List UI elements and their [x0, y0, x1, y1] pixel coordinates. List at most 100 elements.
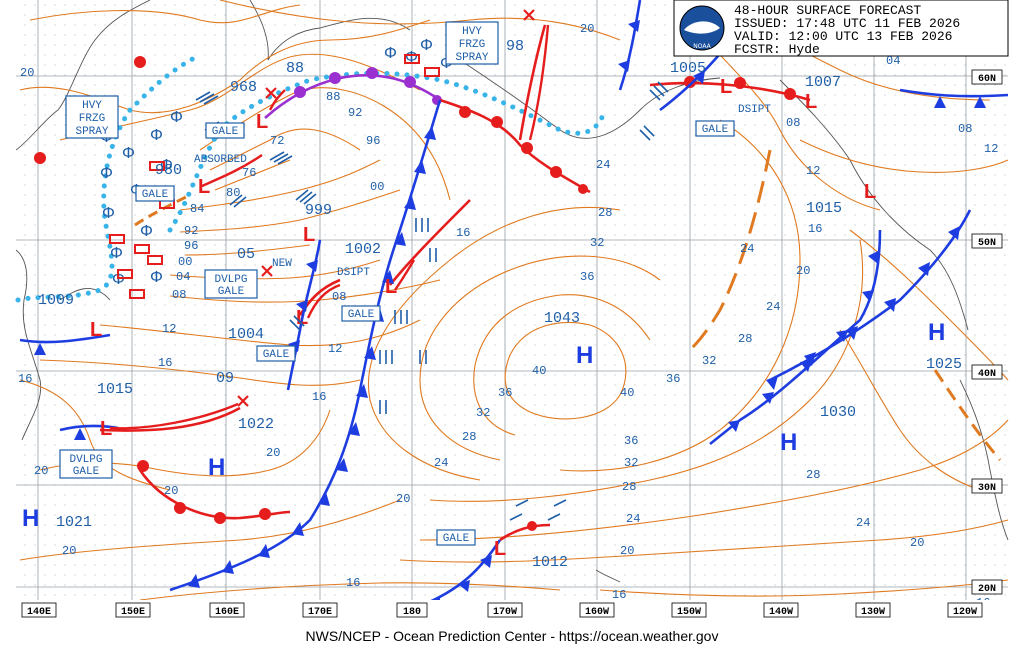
storm-tracks [109, 24, 550, 430]
dsipt-label-1: DSIPT [337, 267, 370, 279]
svg-text:1005: 1005 [670, 60, 706, 77]
freezing-spray-boundaries [15, 52, 608, 303]
svg-text:980: 980 [155, 162, 182, 179]
low-center-1005: L [720, 76, 732, 98]
svg-text:24: 24 [596, 158, 610, 172]
svg-text:16: 16 [346, 576, 360, 590]
svg-text:HVY: HVY [462, 26, 482, 38]
lon-label-120w: 120W [953, 607, 977, 618]
high-center-1022: H [208, 454, 225, 481]
svg-text:76: 76 [242, 166, 256, 180]
svg-text:04: 04 [886, 54, 900, 68]
svg-text:HVY: HVY [82, 100, 102, 112]
svg-text:84: 84 [190, 202, 204, 216]
ice-edge-markers [109, 54, 440, 299]
svg-text:09: 09 [216, 370, 234, 387]
svg-text:Ф: Ф [170, 108, 183, 126]
gale-box-6: GALE [695, 120, 735, 137]
low-center-980: L [198, 176, 210, 198]
svg-text:32: 32 [590, 236, 604, 250]
svg-text:32: 32 [624, 456, 638, 470]
svg-text:Ф: Ф [150, 268, 163, 286]
lat-label-50n: 50N [978, 238, 996, 249]
gale-box-4: GALE [256, 345, 296, 362]
forecast-title: 48-HOUR SURFACE FORECAST [734, 3, 921, 18]
warm-front-symbols [34, 56, 796, 531]
svg-text:1030: 1030 [820, 404, 856, 421]
latitude-axis: 60N 50N 40N 30N 20N [971, 69, 1003, 595]
gale-box-2: GALE [135, 185, 175, 202]
isobar-labels: 20 92 96 00 76 72 80 84 92 96 00 04 08 1… [18, 22, 998, 610]
svg-text:28: 28 [598, 206, 612, 220]
low-center-1004: L [296, 307, 308, 329]
svg-text:Ф: Ф [122, 144, 135, 162]
coastlines [15, 0, 1009, 583]
svg-text:16: 16 [158, 356, 172, 370]
forecast-low-x-marks [237, 9, 535, 407]
svg-text:12: 12 [162, 322, 176, 336]
svg-text:24: 24 [434, 456, 448, 470]
low-center-1012: L [494, 538, 506, 560]
low-center-1007: L [805, 91, 817, 113]
svg-text:28: 28 [462, 430, 476, 444]
svg-text:999: 999 [305, 202, 332, 219]
svg-text:16: 16 [312, 390, 326, 404]
svg-text:20: 20 [164, 484, 178, 498]
footer-credit: NWS/NCEP - Ocean Prediction Center - htt… [305, 628, 719, 644]
low-center-968: L [256, 111, 268, 133]
svg-text:968: 968 [230, 79, 257, 96]
svg-text:1015: 1015 [806, 200, 842, 217]
svg-text:DVLPG: DVLPG [214, 274, 247, 286]
gale-box-3: GALE [341, 305, 381, 322]
svg-text:12: 12 [806, 164, 820, 178]
noaa-logo-text: NOAA [693, 43, 711, 50]
lon-label-160e: 160E [215, 607, 239, 618]
low-center-1002: L [385, 276, 397, 298]
isobars [19, 0, 1009, 601]
lat-label-60n: 60N [978, 74, 996, 85]
svg-text:GALE: GALE [142, 189, 169, 201]
lon-label-170w: 170W [493, 607, 517, 618]
svg-text:20: 20 [20, 66, 34, 80]
trough-line [688, 149, 772, 352]
low-center-1015w: L [100, 418, 112, 440]
svg-text:24: 24 [856, 516, 870, 530]
svg-text:40: 40 [620, 386, 634, 400]
svg-text:16: 16 [18, 372, 32, 386]
svg-text:1002: 1002 [345, 241, 381, 258]
low-centers: L L L L L L L L L L L [90, 76, 876, 560]
svg-text:92: 92 [348, 106, 362, 120]
lon-label-170e: 170E [308, 607, 332, 618]
svg-text:00: 00 [370, 180, 384, 194]
svg-text:GALE: GALE [263, 349, 290, 361]
svg-text:36: 36 [580, 270, 594, 284]
svg-text:16: 16 [456, 226, 470, 240]
svg-text:92: 92 [184, 224, 198, 238]
svg-text:36: 36 [666, 372, 680, 386]
svg-text:96: 96 [184, 239, 198, 253]
high-center-1043: H [576, 342, 593, 369]
svg-text:SPRAY: SPRAY [455, 52, 488, 64]
header-box: NOAA 48-HOUR SURFACE FORECAST ISSUED: 17… [673, 0, 1009, 57]
svg-text:GALE: GALE [212, 126, 239, 138]
issued-time: ISSUED: 17:48 UTC 11 FEB 2026 [734, 16, 960, 31]
svg-text:20: 20 [266, 446, 280, 460]
lat-label-30n: 30N [978, 483, 996, 494]
svg-text:Ф: Ф [150, 126, 163, 144]
high-centers: H H H H H [22, 319, 945, 532]
svg-text:GALE: GALE [443, 533, 470, 545]
svg-text:GALE: GALE [348, 309, 375, 321]
svg-text:Ф: Ф [110, 244, 123, 262]
svg-text:24: 24 [740, 242, 754, 256]
svg-text:Ф: Ф [420, 36, 433, 54]
lon-label-140w: 140W [769, 607, 793, 618]
svg-text:GALE: GALE [218, 286, 245, 298]
absorbed-label: ABSORBED [194, 154, 247, 166]
svg-text:1015: 1015 [97, 381, 133, 398]
warning-boxes: HVY FRZG SPRAY HVY FRZG SPRAY GALE GALE … [59, 21, 735, 546]
svg-text:28: 28 [738, 332, 752, 346]
longitude-axis: 140E 150E 160E 170E 180 170W 160W 150W 1… [16, 600, 1008, 620]
svg-text:04: 04 [176, 270, 190, 284]
svg-text:Ф: Ф [384, 44, 397, 62]
svg-text:GALE: GALE [73, 466, 100, 478]
